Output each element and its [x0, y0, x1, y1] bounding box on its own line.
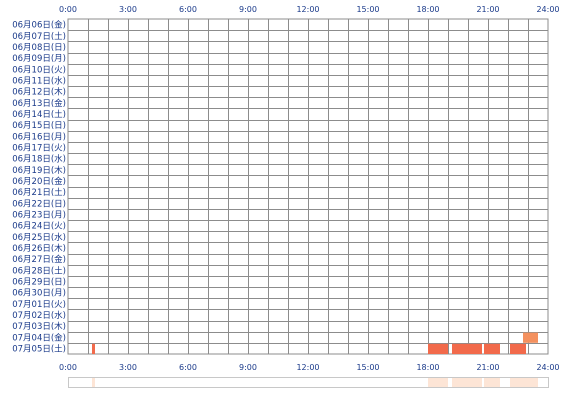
row-label: 06月25日(水) [12, 232, 66, 243]
activity-bar [452, 343, 482, 354]
x-tick-label: 6:00 [179, 363, 197, 372]
activity-bars [92, 332, 538, 354]
row-label: 06月13日(金) [12, 98, 66, 109]
row-label: 06月30日(月) [12, 289, 66, 299]
row-label: 06月29日(日) [12, 277, 66, 287]
x-tick-label: 15:00 [356, 5, 379, 14]
row-label: 06月12日(木) [12, 87, 66, 98]
summary-strip-segment [510, 378, 538, 387]
x-tick-label: 3:00 [119, 5, 137, 14]
row-label: 06月20日(金) [12, 176, 66, 187]
summary-strip [68, 377, 549, 388]
x-tick-label: 24:00 [536, 5, 559, 14]
activity-bar [92, 343, 95, 354]
row-label: 06月14日(土) [12, 109, 66, 120]
bottom-axis-ticks: 0:00 3:00 6:00 9:00 12:00 15:00 18:00 21:00 24:0… [59, 363, 560, 372]
row-label: 06月23日(月) [12, 210, 66, 220]
row-label: 06月19日(木) [12, 165, 66, 176]
row-label: 06月28日(土) [12, 265, 66, 276]
row-label: 06月22日(日) [12, 199, 66, 209]
row-label: 06月17日(火) [12, 143, 66, 153]
x-tick-label: 3:00 [119, 363, 137, 372]
row-label: 06月27日(金) [12, 254, 66, 265]
row-label: 07月04日(金) [12, 332, 66, 343]
row-label: 06月16日(月) [12, 132, 66, 142]
activity-bar [428, 343, 448, 354]
row-label: 06月11日(水) [12, 75, 66, 86]
row-label: 07月03日(木) [12, 321, 66, 332]
summary-strip-segment [484, 378, 500, 387]
x-tick-label: 24:00 [536, 363, 559, 372]
x-tick-label: 21:00 [476, 5, 499, 14]
x-tick-label: 18:00 [416, 363, 439, 372]
row-label: 06月07日(土) [12, 31, 66, 42]
activity-bar [484, 343, 500, 354]
row-label: 06月10日(火) [12, 65, 66, 75]
x-tick-label: 21:00 [476, 363, 499, 372]
summary-strip-segment [92, 378, 95, 387]
row-label: 06月24日(火) [12, 222, 66, 232]
row-label: 06月08日(日) [12, 43, 66, 53]
row-label: 06月09日(月) [12, 54, 66, 64]
top-axis-ticks: 0:00 3:00 6:00 9:00 12:00 15:00 18:00 21:00 24:0… [59, 5, 560, 14]
row-label: 06月18日(水) [12, 154, 66, 165]
x-tick-label: 6:00 [179, 5, 197, 14]
row-label: 06月21日(土) [12, 187, 66, 198]
activity-bar [510, 343, 526, 354]
x-tick-label: 0:00 [59, 5, 77, 14]
row-label: 06月06日(金) [12, 20, 66, 31]
row-label: 06月26日(木) [12, 243, 66, 254]
row-label: 07月01日(火) [12, 300, 66, 310]
x-tick-label: 18:00 [416, 5, 439, 14]
activity-bar [523, 332, 538, 343]
row-label: 07月02日(水) [12, 310, 66, 321]
chart-grid [67, 18, 549, 355]
summary-strip-segment [452, 378, 482, 387]
x-tick-label: 9:00 [239, 5, 257, 14]
x-tick-label: 0:00 [59, 363, 77, 372]
x-tick-label: 12:00 [296, 5, 319, 14]
x-tick-label: 15:00 [356, 363, 379, 372]
summary-strip-frame [68, 377, 549, 388]
row-label: 06月15日(日) [12, 121, 66, 131]
x-tick-label: 12:00 [296, 363, 319, 372]
row-labels: 06月06日(金)06月07日(土)06月08日(日)06月09日(月)06月1… [12, 20, 66, 355]
summary-strip-segment [428, 378, 448, 387]
x-tick-label: 9:00 [239, 363, 257, 372]
row-label: 07月05日(土) [12, 343, 66, 354]
